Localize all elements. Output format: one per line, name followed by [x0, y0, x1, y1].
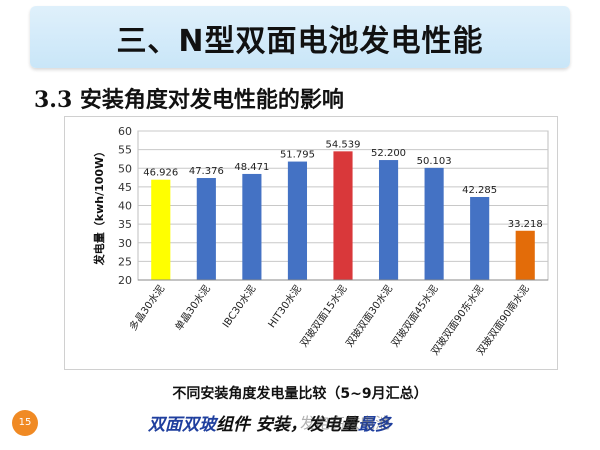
x-tick-label-4: 双玻双面15水泥 — [297, 282, 349, 349]
bar-value-label-0: 46.926 — [143, 168, 178, 179]
x-tick-label-1: 单晶30水泥 — [172, 282, 213, 333]
x-tick-label-6: 双玻双面45水泥 — [388, 282, 440, 349]
footer-note: 双面双玻组件 安装，发电量最多 — [148, 410, 392, 435]
y-tick-label-25: 25 — [118, 255, 132, 268]
bar-7 — [470, 196, 490, 280]
y-tick-label-55: 55 — [118, 144, 132, 157]
bar-value-label-8: 33.218 — [508, 219, 543, 230]
footer-note-highlight-b: 最多 — [357, 415, 392, 435]
y-tick-label-20: 20 — [118, 274, 132, 287]
footer-note-text-a: 组件 — [216, 415, 250, 435]
y-tick-label-40: 40 — [118, 200, 132, 213]
page-number-badge: 15 — [12, 410, 38, 436]
y-tick-label-50: 50 — [118, 162, 132, 175]
watermark: 发电高效电池 — [300, 414, 391, 432]
bar-value-label-2: 48.471 — [234, 162, 269, 173]
chart-caption: 不同安装角度发电量比较（5~9月汇总） — [172, 386, 428, 402]
bar-3 — [287, 161, 308, 280]
footer-note-highlight: 双面双玻 — [148, 415, 216, 435]
bar-6 — [424, 167, 444, 280]
bar-value-label-6: 50.103 — [417, 156, 452, 167]
y-tick-label-60: 60 — [118, 125, 132, 138]
y-axis-label: 发电量（kwh/100W） — [92, 146, 106, 266]
bar-value-label-7: 42.285 — [462, 185, 497, 196]
x-tick-label-3: HIT30水泥 — [265, 282, 304, 330]
title-bar: 三、N型双面电池发电性能 — [30, 6, 570, 68]
footer-note-text-b: 安装，发电量 — [255, 415, 358, 435]
bar-2 — [242, 173, 262, 280]
y-tick-label-30: 30 — [118, 237, 132, 250]
bar-value-label-1: 47.376 — [189, 166, 224, 177]
bar-value-label-5: 52.200 — [371, 148, 406, 159]
section-subtitle: 3.3 安装角度对发电性能的影响 — [34, 87, 344, 113]
bar-1 — [196, 178, 216, 280]
page-title: 三、N型双面电池发电性能 — [116, 24, 484, 59]
x-tick-label-5: 双玻双面30水泥 — [343, 282, 395, 349]
x-tick-label-0: 多晶30水泥 — [126, 282, 167, 333]
bar-0 — [151, 179, 171, 280]
bar-value-label-4: 54.539 — [326, 139, 361, 150]
x-tick-label-2: IBC30水泥 — [219, 282, 258, 330]
bar-5 — [378, 160, 399, 280]
y-tick-label-45: 45 — [118, 181, 132, 194]
bar-4 — [333, 151, 353, 280]
bar-8 — [515, 230, 535, 280]
y-tick-label-35: 35 — [118, 218, 132, 231]
bar-value-label-3: 51.795 — [280, 150, 315, 161]
